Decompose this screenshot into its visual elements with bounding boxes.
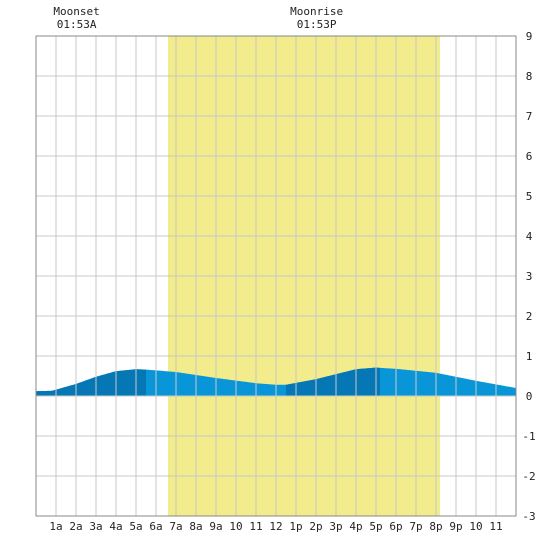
y-tick-label: 8 xyxy=(526,70,533,83)
x-tick-label: 8p xyxy=(429,520,442,533)
x-tick-label: 9p xyxy=(449,520,462,533)
moonrise-label: Moonrise xyxy=(290,5,343,18)
x-tick-label: 8a xyxy=(189,520,202,533)
y-tick-label: -2 xyxy=(522,470,535,483)
y-tick-label: 6 xyxy=(526,150,533,163)
y-tick-label: 2 xyxy=(526,310,533,323)
y-tick-label: 5 xyxy=(526,190,533,203)
x-tick-label: 1a xyxy=(49,520,62,533)
x-tick-label: 10 xyxy=(229,520,242,533)
x-tick-label: 6p xyxy=(389,520,402,533)
grid-lines xyxy=(36,36,516,516)
x-tick-label: 1p xyxy=(289,520,302,533)
y-tick-label: 1 xyxy=(526,350,533,363)
x-tick-label: 3a xyxy=(89,520,102,533)
moonset-label: Moonset xyxy=(53,5,99,18)
x-tick-label: 5p xyxy=(369,520,382,533)
x-tick-label: 7p xyxy=(409,520,422,533)
x-tick-label: 9a xyxy=(209,520,222,533)
x-tick-labels: 1a 2a 3a 4a 5a 6a 7a 8a 9a 10 11 12 1p 2p 3p 4p 5p 6p 7p 8p… xyxy=(49,520,502,533)
moonrise-annotation: Moonrise 01:53P xyxy=(290,5,343,31)
y-tick-label: -3 xyxy=(522,510,535,523)
moonset-time: 01:53A xyxy=(57,18,97,31)
x-tick-label: 12 xyxy=(269,520,282,533)
y-tick-labels: 9 8 7 6 5 4 3 2 1 0 -1 -2 -3 xyxy=(522,30,535,523)
y-tick-label: 0 xyxy=(526,390,533,403)
x-tick-label: 2a xyxy=(69,520,82,533)
moonset-annotation: Moonset 01:53A xyxy=(53,5,99,31)
y-tick-label: -1 xyxy=(522,430,535,443)
x-tick-label: 5a xyxy=(129,520,142,533)
y-tick-label: 9 xyxy=(526,30,533,43)
x-tick-label: 3p xyxy=(329,520,342,533)
tide-area-dark-segment xyxy=(36,369,146,396)
x-tick-label: 7a xyxy=(169,520,182,533)
x-tick-label: 6a xyxy=(149,520,162,533)
plot-frame xyxy=(35,35,517,517)
x-tick-label: 4p xyxy=(349,520,362,533)
y-tick-label: 7 xyxy=(526,110,533,123)
y-tick-label: 3 xyxy=(526,270,533,283)
x-tick-label: 11 xyxy=(249,520,262,533)
x-tick-label: 4a xyxy=(109,520,122,533)
y-tick-label: 4 xyxy=(526,230,533,243)
x-tick-label: 11 xyxy=(489,520,502,533)
x-tick-label: 2p xyxy=(309,520,322,533)
moonrise-time: 01:53P xyxy=(297,18,337,31)
x-tick-label: 10 xyxy=(469,520,482,533)
